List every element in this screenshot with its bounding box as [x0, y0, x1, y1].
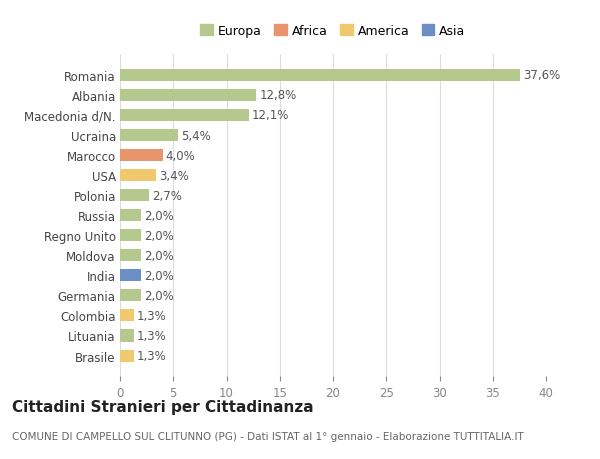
Bar [120, 170, 156, 182]
Text: 1,3%: 1,3% [137, 329, 167, 342]
Bar [120, 250, 142, 262]
Bar [120, 290, 142, 302]
Text: 3,4%: 3,4% [160, 169, 189, 182]
Text: 12,1%: 12,1% [252, 109, 289, 122]
Bar [120, 90, 256, 102]
Text: 4,0%: 4,0% [166, 149, 196, 162]
Bar [120, 150, 163, 162]
Bar [120, 110, 249, 122]
Text: 2,0%: 2,0% [145, 229, 174, 242]
Bar [120, 330, 134, 342]
Bar [120, 310, 134, 322]
Text: 12,8%: 12,8% [260, 89, 297, 102]
Bar [120, 350, 134, 362]
Text: COMUNE DI CAMPELLO SUL CLITUNNO (PG) - Dati ISTAT al 1° gennaio - Elaborazione T: COMUNE DI CAMPELLO SUL CLITUNNO (PG) - D… [12, 431, 524, 442]
Text: 1,3%: 1,3% [137, 349, 167, 362]
Bar [120, 130, 178, 142]
Text: 5,4%: 5,4% [181, 129, 211, 142]
Bar [120, 70, 520, 82]
Text: 2,0%: 2,0% [145, 209, 174, 222]
Text: 1,3%: 1,3% [137, 309, 167, 322]
Text: 2,0%: 2,0% [145, 249, 174, 262]
Bar [120, 210, 142, 222]
Text: 37,6%: 37,6% [524, 69, 561, 82]
Text: 2,0%: 2,0% [145, 269, 174, 282]
Text: Cittadini Stranieri per Cittadinanza: Cittadini Stranieri per Cittadinanza [12, 399, 314, 414]
Bar [120, 230, 142, 242]
Bar [120, 270, 142, 282]
Legend: Europa, Africa, America, Asia: Europa, Africa, America, Asia [196, 20, 470, 43]
Bar [120, 190, 149, 202]
Text: 2,7%: 2,7% [152, 189, 182, 202]
Text: 2,0%: 2,0% [145, 289, 174, 302]
